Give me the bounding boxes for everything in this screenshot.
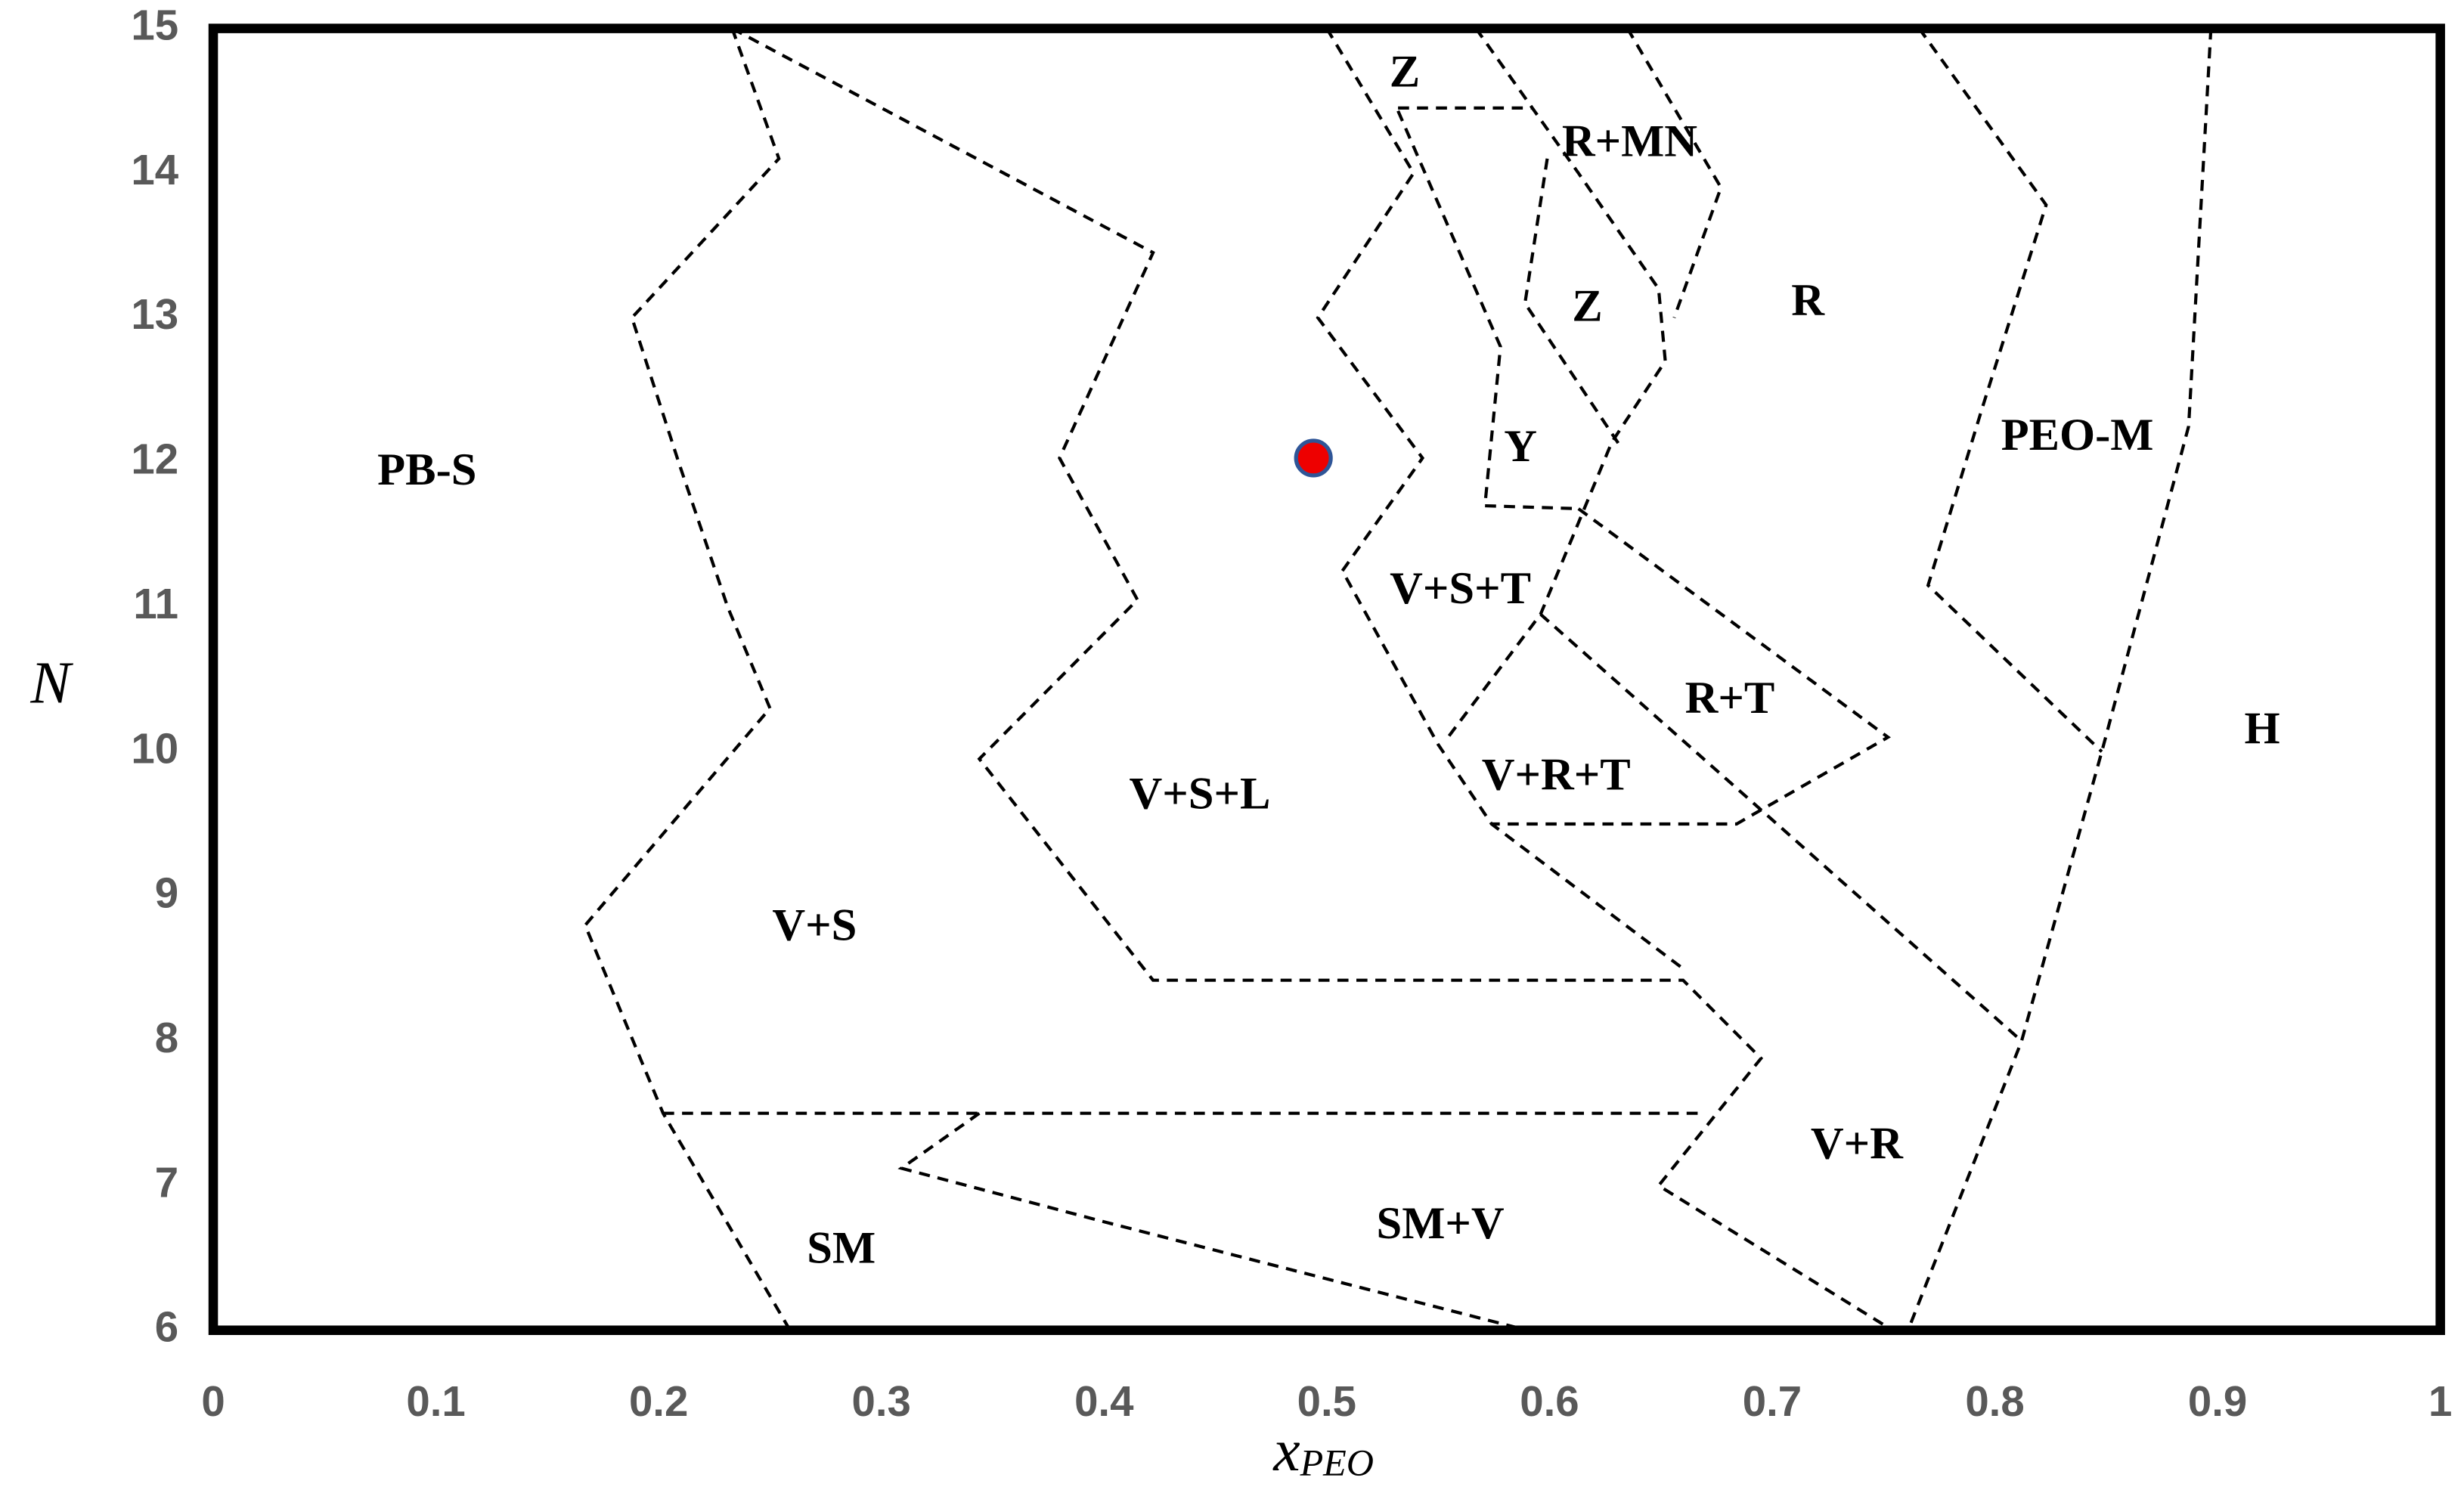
phase-boundary: [731, 26, 1889, 1329]
region-label: SM: [807, 1222, 876, 1273]
region-label: H: [2244, 703, 2280, 754]
phase-boundary: [1906, 28, 2213, 1331]
x-tick-label: 0.2: [629, 1377, 688, 1425]
x-tick-label: 0.9: [2188, 1377, 2247, 1425]
y-tick-label: 13: [131, 290, 178, 338]
region-label: Z: [1390, 47, 1420, 98]
phase-boundary: [1917, 27, 2103, 753]
y-tick-label: 11: [133, 580, 178, 627]
region-label: Y: [1504, 421, 1537, 472]
y-axis-label: N: [29, 649, 73, 716]
region-label: PEO-M: [2001, 410, 2154, 460]
x-tick-label: 0.6: [1520, 1377, 1579, 1425]
x-axis-label-subscript: PEO: [1300, 1441, 1374, 1483]
y-tick-label: 8: [155, 1014, 178, 1061]
x-tick-label: 0.7: [1743, 1377, 1802, 1425]
region-label: V+S+L: [1130, 768, 1271, 819]
x-axis-label-main: x: [1272, 1417, 1300, 1484]
y-tick-label: 14: [131, 146, 178, 194]
phase-boundary: [1491, 507, 1891, 826]
phase-boundary: [1396, 110, 1579, 510]
x-tick-label: 0.8: [1965, 1377, 2024, 1425]
region-label: V+R+T: [1482, 750, 1631, 801]
phase-boundary: [1523, 158, 1620, 444]
region-label: SM+V: [1377, 1198, 1505, 1249]
y-tick-label: 6: [155, 1303, 178, 1351]
x-tick-label: 0: [201, 1377, 225, 1425]
region-label: R+MN: [1562, 116, 1697, 167]
phase-boundary: [1539, 613, 2023, 1042]
y-tick-label: 9: [155, 869, 178, 917]
x-tick-label: 1: [2428, 1377, 2452, 1425]
y-tick-label: 10: [131, 724, 178, 772]
x-tick-label: 0.3: [852, 1377, 911, 1425]
region-label: R+T: [1685, 673, 1775, 723]
phase-boundary: [897, 1112, 1517, 1329]
x-tick-label: 0.1: [406, 1377, 465, 1425]
region-label: V+S+T: [1390, 563, 1531, 614]
region-label: R: [1791, 275, 1825, 326]
x-tick-label: 0.5: [1297, 1377, 1356, 1425]
y-tick-label: 12: [131, 435, 178, 483]
data-point: [1294, 438, 1333, 478]
phase-boundary: [583, 27, 792, 1331]
phase-boundary: [1316, 27, 1685, 971]
y-tick-label: 7: [155, 1158, 178, 1206]
region-label: V+R: [1811, 1119, 1904, 1169]
y-tick-label: 15: [131, 2, 178, 49]
region-label: Z: [1572, 281, 1602, 332]
region-label: PB-S: [377, 444, 476, 495]
x-tick-label: 0.4: [1074, 1377, 1134, 1425]
plot-frame: [208, 23, 2445, 1336]
region-label: V+S: [772, 900, 857, 951]
phase-boundary: [1626, 27, 1723, 319]
x-axis-label: xPEO: [1272, 1417, 1374, 1484]
